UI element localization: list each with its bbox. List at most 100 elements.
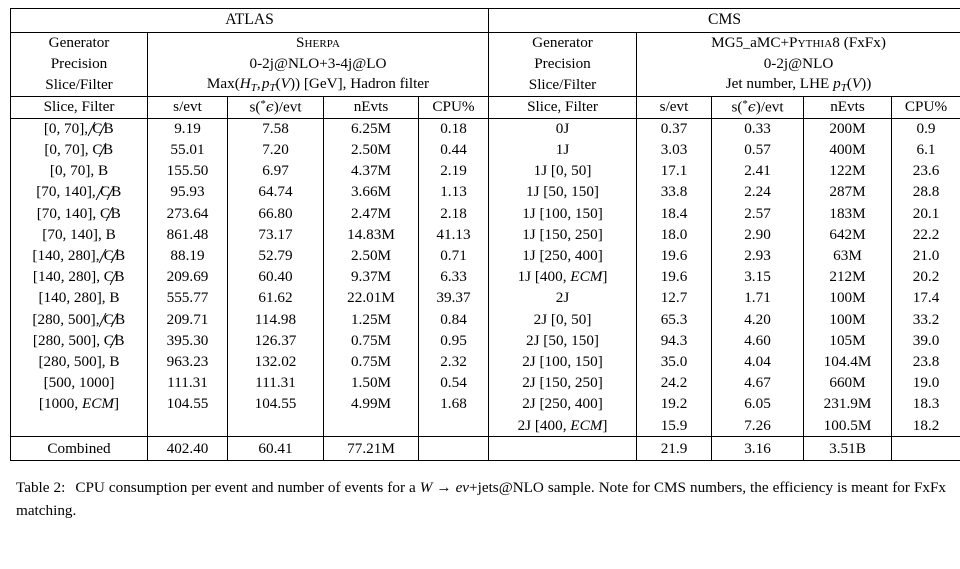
experiment-cms-title: CMS — [488, 8, 960, 33]
cell-cms-nevts: 287M — [803, 182, 892, 204]
cell-atlas-sevt-eff: 114.98 — [227, 309, 324, 331]
col-header-cms-slice: Slice, Filter — [488, 96, 637, 119]
cell-atlas-nevts: 3.66M — [323, 182, 419, 204]
label-precision-cms: Precision — [488, 53, 637, 75]
cell-cms-cpu: 28.8 — [891, 182, 960, 204]
cell-cms-slice: 2J [400, ECM] — [488, 415, 637, 437]
cell-cms-cpu: 0.9 — [891, 118, 960, 140]
caption-text-part1: CPU consumption per event and number of … — [75, 479, 420, 497]
cell-atlas-sevt: 963.23 — [147, 351, 228, 373]
cell-atlas-cpu: 1.13 — [418, 182, 489, 204]
cell-atlas-sevt: 273.64 — [147, 203, 228, 225]
combined-row: Combined 402.40 60.41 77.21M 21.9 3.16 3… — [10, 436, 960, 462]
cell-atlas-sevt: 209.71 — [147, 309, 228, 331]
cell-cms-nevts: 100M — [803, 309, 892, 331]
cell-atlas-sevt-eff: 52.79 — [227, 245, 324, 267]
cell-cms-sevt-eff: 2.90 — [711, 224, 804, 246]
cell-atlas-cpu: 0.44 — [418, 139, 489, 161]
cell-atlas-nevts: 14.83M — [323, 224, 419, 246]
cell-atlas-slice: [0, 70], CB — [10, 118, 148, 140]
cell-cms-nevts: 122M — [803, 160, 892, 183]
cell-cms-cpu: 23.6 — [891, 160, 960, 183]
cell-cms-nevts: 660M — [803, 372, 892, 394]
atlas-generator-text: Sherpa — [295, 33, 341, 51]
cell-atlas-sevt: 95.93 — [147, 182, 228, 204]
combined-atlas-nevts: 77.21M — [323, 436, 419, 462]
generator-row: Generator Sherpa Generator MG5_aMC+Pythi… — [10, 32, 960, 54]
cell-atlas-sevt: 555.77 — [147, 288, 228, 310]
cell-cms-sevt-eff: 0.33 — [711, 118, 804, 140]
cell-atlas-sevt-eff: 6.97 — [227, 160, 324, 183]
combined-atlas-sevt: 402.40 — [147, 436, 228, 462]
cell-cms-sevt-eff: 3.15 — [711, 266, 804, 288]
cell-cms-sevt: 18.4 — [636, 203, 712, 225]
cell-atlas-sevt: 861.48 — [147, 224, 228, 246]
cell-atlas-cpu — [418, 415, 489, 437]
cell-atlas-cpu: 0.84 — [418, 309, 489, 331]
cell-atlas-sevt-eff: 104.55 — [227, 393, 324, 416]
table-row: [0, 70], B 155.50 6.97 4.37M 2.19 1J [0, 50] 1… — [10, 160, 960, 183]
atlas-precision-value: 0-2j@NLO+3-4j@LO — [147, 53, 489, 75]
table-row: [70, 140], CB 273.64 66.80 2.47M 2.18 1J [100… — [10, 203, 960, 225]
cell-cms-nevts: 200M — [803, 118, 892, 140]
cell-atlas-sevt-eff: 132.02 — [227, 351, 324, 373]
cell-cms-nevts: 105M — [803, 330, 892, 352]
cms-precision-value: 0-2j@NLO — [636, 53, 960, 75]
combined-cms-sevt-eff: 3.16 — [711, 436, 804, 462]
cell-cms-nevts: 231.9M — [803, 393, 892, 416]
cell-cms-cpu: 18.3 — [891, 393, 960, 416]
cell-cms-sevt: 94.3 — [636, 330, 712, 352]
cell-atlas-sevt: 55.01 — [147, 139, 228, 161]
cell-cms-cpu: 22.2 — [891, 224, 960, 246]
precision-row: Precision 0-2j@NLO+3-4j@LO Precision 0-2… — [10, 53, 960, 75]
combined-cms-nevts: 3.51B — [803, 436, 892, 462]
column-header-row: Slice, Filter s/evt s(*ϵ)/evt nEvts CPU%… — [10, 96, 960, 119]
cell-atlas-cpu: 0.71 — [418, 245, 489, 267]
cell-cms-sevt-eff: 6.05 — [711, 393, 804, 416]
cms-slicefilter-text: Jet number, LHE pT(V)) — [725, 74, 872, 94]
cell-cms-cpu: 23.8 — [891, 351, 960, 373]
cell-atlas-slice: [70, 140], CB — [10, 182, 148, 204]
cell-atlas-slice: [500, 1000] — [10, 372, 148, 394]
cell-cms-sevt: 15.9 — [636, 415, 712, 437]
cms-generator-text: MG5_aMC+Pythia8 (FxFx) — [711, 33, 886, 51]
caption-math-enu: eν — [455, 479, 470, 497]
combined-label: Combined — [10, 436, 148, 462]
col-header-atlas-cpu: CPU% — [418, 96, 489, 119]
combined-cms-slice — [488, 436, 637, 462]
cell-cms-sevt: 12.7 — [636, 288, 712, 310]
col-header-atlas-slice: Slice, Filter — [10, 96, 148, 119]
cell-atlas-nevts: 0.75M — [323, 351, 419, 373]
cell-atlas-sevt-eff: 64.74 — [227, 182, 324, 204]
table-row: [70, 140], B 861.48 73.17 14.83M 41.13 1J [15… — [10, 224, 960, 246]
cell-atlas-cpu: 2.18 — [418, 203, 489, 225]
cell-atlas-nevts — [323, 415, 419, 437]
cell-cms-sevt: 19.6 — [636, 245, 712, 267]
cell-atlas-nevts: 2.50M — [323, 245, 419, 267]
experiment-title-row: ATLAS CMS — [10, 8, 960, 33]
cell-cms-slice: 1J [400, ECM] — [488, 266, 637, 288]
cell-atlas-sevt-eff: 61.62 — [227, 288, 324, 310]
cell-cms-sevt: 19.6 — [636, 266, 712, 288]
cell-cms-slice: 2J [50, 150] — [488, 330, 637, 352]
cell-cms-cpu: 20.2 — [891, 266, 960, 288]
cell-cms-sevt-eff: 2.57 — [711, 203, 804, 225]
cell-atlas-slice: [70, 140], CB — [10, 203, 148, 225]
col-header-atlas-nevts: nEvts — [323, 96, 419, 119]
cell-cms-nevts: 100.5M — [803, 415, 892, 437]
cell-cms-sevt: 24.2 — [636, 372, 712, 394]
cell-cms-sevt-eff: 4.04 — [711, 351, 804, 373]
cell-atlas-nevts: 1.25M — [323, 309, 419, 331]
cell-atlas-sevt: 155.50 — [147, 160, 228, 183]
table-row: [140, 280], CB 88.19 52.79 2.50M 0.71 1J [250… — [10, 245, 960, 267]
cell-cms-sevt: 17.1 — [636, 160, 712, 183]
cell-cms-slice: 1J [250, 400] — [488, 245, 637, 267]
col-header-atlas-sevt: s/evt — [147, 96, 228, 119]
cell-atlas-sevt-eff: 126.37 — [227, 330, 324, 352]
cell-cms-sevt-eff: 0.57 — [711, 139, 804, 161]
cell-cms-cpu: 21.0 — [891, 245, 960, 267]
atlas-slicefilter-text: Max(HT, pT(V)) [GeV], Hadron filter — [206, 74, 430, 94]
combined-cms-cpu — [891, 436, 960, 462]
cell-atlas-slice: [70, 140], B — [10, 224, 148, 246]
table-row: [280, 500], CB 209.71 114.98 1.25M 0.84 2J [0… — [10, 309, 960, 331]
